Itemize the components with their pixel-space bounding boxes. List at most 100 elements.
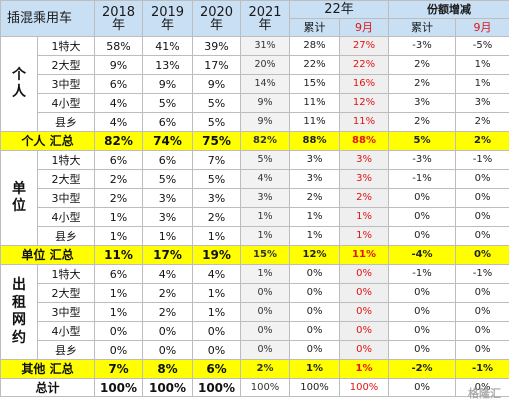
cell-dcum: 0% [388,340,457,360]
cell-cum22: 1% [289,359,341,379]
col-2019: 2019 年 [142,0,194,37]
grand-total-row: 总计 100% 100% 100% 100% 100% 100% 0% 0% [0,378,509,397]
cell-sep22: 12% [339,93,390,113]
section-label: 出 租 网 约 [0,264,38,360]
cell-dcum: -3% [388,36,457,56]
cell-y2020: 0% [192,340,242,360]
cell-y2018: 9% [94,55,144,75]
row-label: 4小型 [36,93,96,113]
cell-y2020: 1% [192,302,242,322]
cell-y2018: 2% [94,188,144,208]
cell-sep22: 16% [339,74,390,94]
cell-y2020: 39% [192,36,242,56]
cell-y2018: 100% [94,378,144,397]
cell-y2018: 6% [94,264,144,284]
grand-total-label: 总计 [0,378,96,397]
cell-sep22: 0% [339,321,390,341]
cell-cum22: 1% [289,226,341,246]
cell-y2021: 1% [240,207,291,227]
cell-y2020: 5% [192,93,242,113]
cell-y2018: 6% [94,150,144,170]
subtotal-row: 单位 汇总 11% 17% 19% 15% 12% 11% -4% 0% [0,245,509,265]
cell-sep22: 1% [339,226,390,246]
cell-cum22: 88% [289,131,341,151]
cell-sep22: 0% [339,340,390,360]
table-row: 出 租 网 约 1特大 6% 4% 4% 1% 0% 0% -1% -1% [0,264,509,360]
cell-y2019: 0% [142,321,194,341]
cell-dsep: -1% [455,359,509,379]
cell-cum22: 0% [289,321,341,341]
cell-y2019: 3% [142,207,194,227]
section-label: 个 人 [0,36,38,132]
cell-y2021: 1% [240,226,291,246]
cell-dsep: -1% [455,264,509,284]
cell-sep22: 3% [339,169,390,189]
cell-cum22: 3% [289,169,341,189]
cell-y2021: 100% [240,378,291,397]
cell-cum22: 15% [289,74,341,94]
cell-y2020: 7% [192,150,242,170]
cell-y2018: 0% [94,321,144,341]
cell-y2020: 1% [192,283,242,303]
cell-cum22: 2% [289,188,341,208]
row-label: 1特大 [36,264,96,284]
subtotal-label: 个人 汇总 [0,131,96,151]
table-row: 2大型 9% 13% 17% 20% 22% 22% 2% 1% [1,55,509,75]
cell-y2021: 0% [240,321,291,341]
col-2020: 2020 年 [192,0,242,37]
cell-y2018: 2% [94,169,144,189]
cell-cum22: 1% [289,207,341,227]
cell-dcum: 0% [388,321,457,341]
cell-y2019: 2% [142,283,194,303]
cell-y2018: 7% [94,359,144,379]
cell-cum22: 3% [289,150,341,170]
cell-y2020: 75% [192,131,242,151]
table-row: 县乡 0% 0% 0% 0% 0% 0% 0% 0% [1,340,509,360]
row-label: 县乡 [36,226,96,246]
cell-cum22: 28% [289,36,341,56]
cell-y2020: 19% [192,245,242,265]
table-row: 3中型 2% 3% 3% 3% 2% 2% 0% 0% [1,188,509,208]
cell-dsep: 0% [455,378,509,397]
cell-sep22: 0% [339,264,390,284]
cell-sep22: 11% [339,112,390,132]
cell-dsep: 0% [455,169,509,189]
cell-y2020: 1% [192,226,242,246]
cell-sep22: 88% [339,131,390,151]
cell-y2018: 11% [94,245,144,265]
cell-y2018: 58% [94,36,144,56]
col-change-cum: 累计 [388,18,457,37]
col-2018: 2018 年 [94,0,144,37]
cell-y2018: 1% [94,302,144,322]
cell-dcum: -1% [388,264,457,284]
col-2022-group: 22年 [289,0,390,19]
cell-cum22: 0% [289,283,341,303]
cell-dcum: 2% [388,112,457,132]
cell-y2019: 74% [142,131,194,151]
cell-dcum: 0% [388,302,457,322]
cell-sep22: 11% [339,245,390,265]
cell-y2019: 17% [142,245,194,265]
table-row: 县乡 1% 1% 1% 1% 1% 1% 0% 0% [1,226,509,246]
row-label: 4小型 [36,207,96,227]
cell-y2020: 17% [192,55,242,75]
cell-y2020: 5% [192,169,242,189]
cell-dsep: 1% [455,74,509,94]
cell-dsep: 0% [455,321,509,341]
subtotal-label: 单位 汇总 [0,245,96,265]
cell-sep22: 1% [339,207,390,227]
cell-y2021: 3% [240,188,291,208]
cell-cum22: 0% [289,302,341,322]
cell-y2018: 6% [94,74,144,94]
cell-sep22: 100% [339,378,390,397]
row-label: 3中型 [36,188,96,208]
cell-y2020: 2% [192,207,242,227]
col-2021: 2021 年 [240,0,291,37]
table-row: 3中型 1% 2% 1% 0% 0% 0% 0% 0% [1,302,509,322]
cell-y2018: 4% [94,112,144,132]
cell-dcum: 0% [388,283,457,303]
subtotal-label: 其他 汇总 [0,359,96,379]
table-row: 4小型 1% 3% 2% 1% 1% 1% 0% 0% [1,207,509,227]
cell-cum22: 11% [289,112,341,132]
cell-y2019: 41% [142,36,194,56]
